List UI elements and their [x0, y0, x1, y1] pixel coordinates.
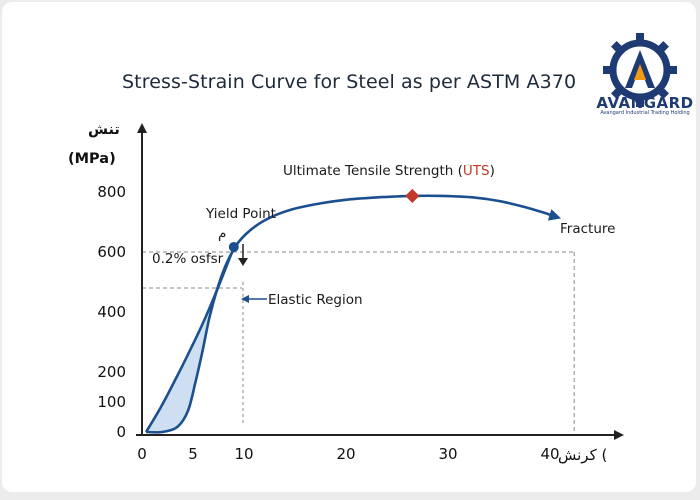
logo-subtitle: Avangard Industrial Trading Holding: [600, 110, 690, 116]
y-axis-label-line2: (MPa): [68, 151, 116, 167]
yield-symbol: م: [218, 226, 226, 242]
x-axis-label: کرنش (: [558, 446, 607, 464]
elastic-lower-curve: [146, 248, 235, 434]
elastic-pointer-head: [241, 295, 249, 303]
y-tick-label: 800: [97, 183, 126, 201]
y-axis-label-line1: تنش: [88, 122, 120, 138]
offset-label: 0.2% osfsr: [152, 251, 224, 267]
y-tick-label: 200: [97, 363, 126, 381]
fracture-label: Fracture: [560, 221, 615, 237]
x-tick-labels: 0 5 10 20 30 40: [137, 445, 559, 463]
y-tick-labels: 0 100 200 400 600 800: [97, 183, 126, 441]
y-tick-label: 400: [97, 303, 126, 321]
x-tick-label: 10: [234, 445, 253, 463]
x-tick-label: 30: [438, 445, 457, 463]
elastic-region-label: Elastic Region: [268, 292, 363, 308]
y-tick-label: 100: [97, 393, 126, 411]
stress-strain-curve: [144, 194, 562, 433]
offset-pointer-head: [238, 258, 248, 266]
logo-name: AVANGARD: [596, 94, 694, 112]
x-tick-label: 5: [188, 445, 198, 463]
y-tick-label: 0: [116, 423, 126, 441]
x-tick-label: 20: [336, 445, 355, 463]
uts-label: Ultimate Tensile Strength (UTS): [283, 163, 495, 179]
x-tick-label: 0: [137, 445, 147, 463]
uts-marker: [405, 188, 420, 203]
chart-title: Stress-Strain Curve for Steel as per AST…: [122, 71, 577, 93]
y-tick-label: 600: [97, 243, 126, 261]
yield-point-marker: [228, 242, 239, 252]
x-tick-label: 40: [540, 445, 559, 463]
avangard-logo-icon: [603, 33, 677, 107]
chart-card: [2, 2, 696, 492]
yield-point-label: Yield Point: [205, 206, 276, 222]
